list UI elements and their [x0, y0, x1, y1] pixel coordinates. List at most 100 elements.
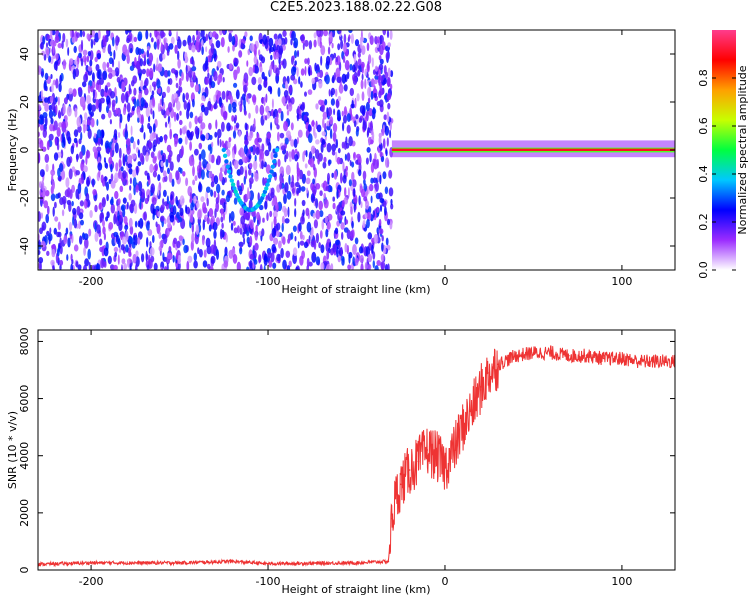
heatmap-cell	[52, 79, 57, 86]
heatmap-cell	[300, 81, 303, 88]
heatmap-cell	[130, 125, 133, 136]
heatmap-cell	[357, 70, 361, 77]
heatmap-cell	[385, 149, 388, 157]
heatmap-cell	[343, 42, 347, 53]
heatmap-cell	[111, 196, 114, 205]
heatmap-cell	[241, 152, 246, 163]
heatmap-cell	[62, 32, 66, 43]
heatmap-cell	[299, 34, 305, 42]
heatmap-cell	[126, 145, 131, 155]
heatmap-cell	[106, 62, 110, 68]
heatmap-cell	[268, 174, 273, 179]
snr-point	[656, 360, 659, 363]
heatmap-cell	[146, 237, 149, 248]
heatmap-cell	[313, 32, 317, 39]
heatmap-cell	[249, 35, 253, 42]
heatmap-cell	[335, 239, 340, 246]
heatmap-cell	[296, 167, 301, 177]
heatmap-cell	[65, 38, 69, 48]
heatmap-cell	[153, 262, 158, 270]
heatmap-cell	[86, 33, 90, 40]
heatmap-cell	[168, 43, 174, 50]
heatmap-cell	[259, 264, 263, 270]
spectrogram-heatmap	[38, 30, 675, 270]
heatmap-cell	[178, 235, 183, 242]
heatmap-cell	[194, 204, 197, 211]
heatmap-cell	[85, 192, 90, 202]
heatmap-cell	[290, 74, 296, 81]
heatmap-cell	[279, 181, 283, 190]
heatmap-cell	[91, 264, 95, 270]
heatmap-cell	[259, 104, 265, 116]
heatmap-cell	[376, 227, 379, 234]
heatmap-cell	[216, 94, 219, 101]
snr-point	[426, 449, 429, 451]
heatmap-cell	[102, 70, 108, 81]
heatmap-cell	[323, 30, 328, 37]
heatmap-cell	[364, 261, 368, 270]
heatmap-cell	[352, 244, 357, 255]
heatmap-cell	[99, 97, 105, 104]
heatmap-cell	[168, 172, 173, 183]
heatmap-cell	[57, 43, 63, 49]
heatmap-cell	[332, 131, 337, 142]
heatmap-cell	[104, 175, 107, 187]
heatmap-cell	[79, 235, 83, 245]
heatmap-cell	[353, 202, 356, 213]
heatmap-cell	[238, 159, 244, 166]
heatmap-cell	[323, 198, 329, 209]
heatmap-cell	[221, 189, 225, 196]
heatmap-cell	[47, 205, 50, 215]
heatmap-cell	[156, 57, 159, 68]
heatmap-cell	[330, 30, 333, 37]
heatmap-cell	[133, 87, 137, 96]
heatmap-cell	[94, 221, 97, 233]
heatmap-cell	[145, 250, 148, 262]
heatmap-cell	[182, 171, 186, 177]
heatmap-cell	[276, 222, 281, 231]
heatmap-cell	[57, 192, 61, 199]
heatmap-cell	[50, 193, 56, 202]
heatmap-cell	[114, 190, 119, 200]
heatmap-cell	[154, 30, 158, 38]
heatmap-cell	[271, 227, 276, 238]
heatmap-cell	[230, 211, 235, 222]
heatmap-cell	[129, 236, 134, 245]
heatmap-cell	[217, 136, 220, 147]
heatmap-cell	[350, 33, 354, 44]
heatmap-cell	[228, 103, 232, 113]
heatmap-cell	[221, 121, 225, 132]
heatmap-cell	[179, 86, 183, 93]
heatmap-cell	[119, 185, 124, 192]
heatmap-cell	[370, 90, 374, 100]
heatmap-cell	[360, 263, 364, 270]
heatmap-cell	[262, 189, 268, 194]
heatmap-cell	[336, 156, 341, 165]
heatmap-cell	[272, 171, 277, 178]
heatmap-cell	[337, 95, 342, 102]
heatmap-cell	[341, 141, 345, 149]
heatmap-cell	[236, 261, 241, 270]
heatmap-cell	[127, 154, 133, 165]
heatmap-cell	[293, 138, 298, 148]
heatmap-cell	[105, 216, 109, 222]
heatmap-cell	[291, 149, 296, 160]
heatmap-cell	[296, 50, 300, 58]
heatmap-cell	[295, 266, 299, 270]
heatmap-cell	[302, 42, 305, 51]
heatmap-cell	[160, 31, 166, 38]
heatmap-cell	[127, 113, 131, 122]
heatmap-cell	[226, 169, 232, 174]
heatmap-cell	[358, 117, 363, 123]
heatmap-cell	[52, 125, 56, 132]
heatmap-cell	[209, 31, 213, 38]
heatmap-cell	[179, 207, 184, 217]
heatmap-cell	[382, 138, 386, 149]
heatmap-cell	[146, 50, 150, 58]
heatmap-cell	[368, 137, 371, 146]
heatmap-cell	[281, 215, 285, 225]
heatmap-cell	[320, 55, 323, 66]
heatmap-cell	[317, 156, 320, 165]
heatmap-cell	[205, 237, 211, 248]
